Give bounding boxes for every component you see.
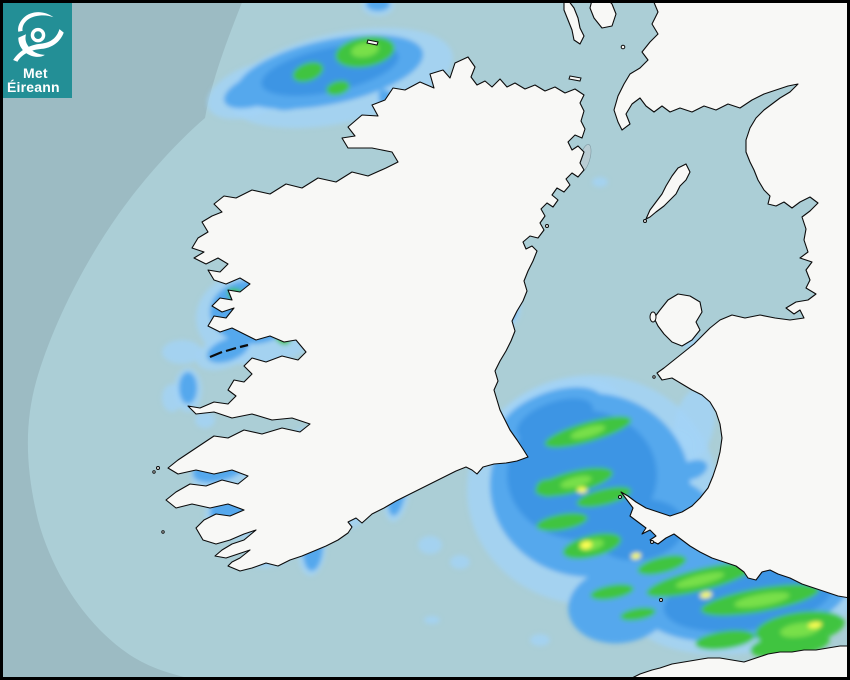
coastlines [152, 0, 850, 680]
small-islands [152, 39, 663, 602]
logo-text-line2: Éireann [7, 79, 60, 95]
met-eireann-logo: Met Éireann [3, 3, 72, 98]
logo-text-line1: Met [23, 65, 48, 81]
sea-outside-radar-range [0, 0, 243, 680]
met-eireann-swirl-icon [13, 12, 64, 62]
